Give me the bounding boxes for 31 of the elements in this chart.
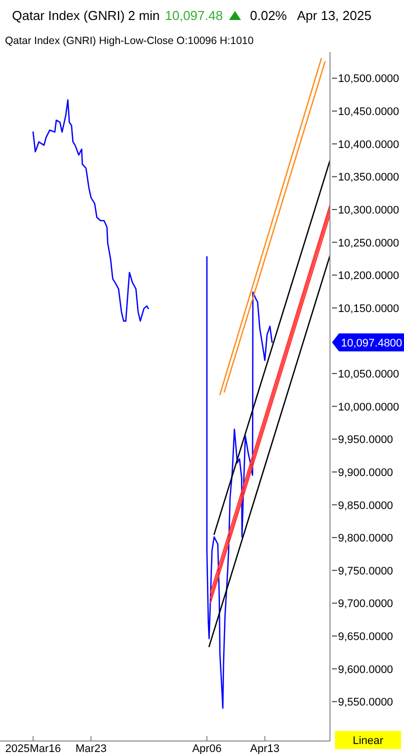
chart-subtitle: Qatar Index (GNRI) High-Low-Close O:10096 H:1010 xyxy=(5,35,254,47)
y-tick-label: 9,850.0000 xyxy=(338,500,394,512)
y-tick-label: 9,950.0000 xyxy=(338,434,394,446)
text: 2 min xyxy=(128,8,160,23)
y-tick-label: 9,700.0000 xyxy=(338,598,394,610)
y-tick-label: 9,750.0000 xyxy=(338,565,394,578)
chart-title: Qatar Index (GNRI) xyxy=(12,8,125,23)
x-tick-label: Apr06 xyxy=(192,743,222,754)
y-tick-label: 9,800.0000 xyxy=(338,532,394,545)
x-tick-label: 2025Mar16 xyxy=(5,743,61,754)
text: 10,097.48 xyxy=(165,8,223,23)
y-tick-label: 9,550.0000 xyxy=(338,696,394,709)
text: 0.02% xyxy=(250,8,288,23)
y-tick-label: 10,300.0000 xyxy=(338,204,400,216)
x-tick-label: Apr13 xyxy=(250,743,280,754)
y-tick-label: 10,000.0000 xyxy=(338,401,400,414)
y-tick-label: 10,250.0000 xyxy=(338,237,400,250)
y-tick-label: 10,350.0000 xyxy=(338,172,400,184)
y-tick-label: 10,050.0000 xyxy=(338,368,400,381)
y-tick-label: 9,600.0000 xyxy=(338,664,394,676)
y-tick-label: 10,400.0000 xyxy=(338,138,400,151)
x-tick-label: Mar23 xyxy=(75,743,107,754)
y-tick-label: 10,450.0000 xyxy=(338,106,400,118)
text: Apr 13, 2025 xyxy=(297,8,372,23)
y-tick-label: 10,500.0000 xyxy=(338,73,400,86)
y-tick-label: 9,900.0000 xyxy=(338,466,394,479)
y-tick-label: 10,200.0000 xyxy=(338,270,400,282)
text: 10,097.4800 xyxy=(341,337,402,350)
y-tick-label: 9,650.0000 xyxy=(338,631,394,644)
y-tick-label: 10,150.0000 xyxy=(338,302,400,315)
text: Linear xyxy=(352,735,384,747)
